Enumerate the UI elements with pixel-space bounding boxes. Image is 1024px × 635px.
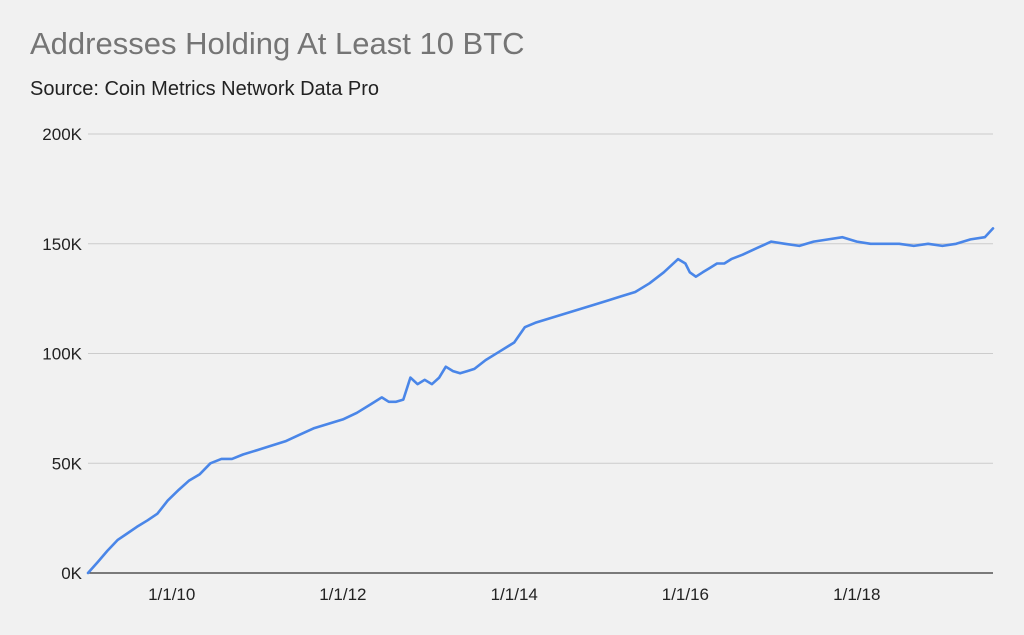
y-tick-label: 150K [42,235,82,254]
y-tick-label: 50K [52,454,83,473]
x-tick-label: 1/1/14 [491,585,538,604]
series-layer [86,227,995,575]
x-axis-tick-labels: 1/1/10 1/1/12 1/1/14 1/1/16 1/1/18 [148,585,880,604]
x-tick-label: 1/1/10 [148,585,195,604]
y-tick-label: 0K [61,564,82,583]
x-tick-label: 1/1/18 [833,585,880,604]
chart-subtitle: Source: Coin Metrics Network Data Pro [30,78,380,100]
y-tick-label: 100K [42,345,82,364]
chart-title: Addresses Holding At Least 10 BTC [30,26,525,61]
y-tick-label: 200K [42,125,82,144]
x-tick-label: 1/1/16 [662,585,709,604]
series-line [86,227,995,575]
x-tick-label: 1/1/12 [319,585,366,604]
gridlines [88,133,993,574]
y-axis-tick-labels: 0K 50K 100K 150K 200K [42,125,82,583]
